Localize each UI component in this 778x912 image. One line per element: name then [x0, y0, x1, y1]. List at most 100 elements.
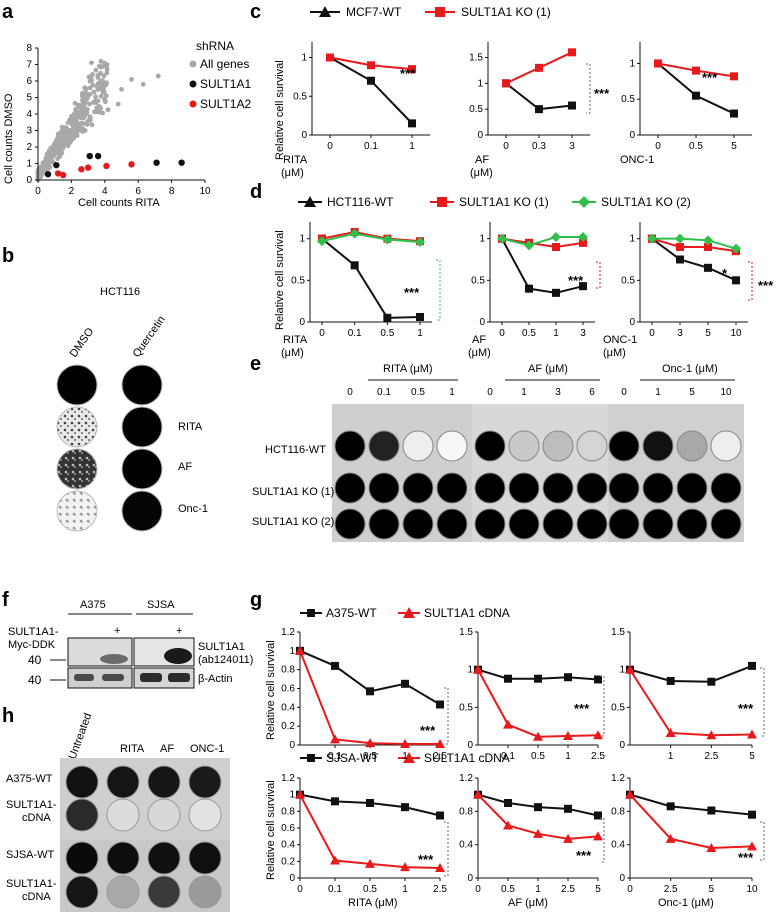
subplot-g1: 0 0.2 0.4 0.6 0.8 1 1.2 0.1 0.5 1 2.5 *** [281, 627, 449, 762]
g-x-label-rita: RITA (μM) [348, 897, 398, 909]
series-line-hct116-wt [501, 238, 584, 294]
panel-b-plates: HCT116 DMSO Quercetin RITA AF Onc-1 [56, 286, 208, 532]
all-genes-point [74, 111, 79, 117]
c-y-label: Relative cell survival [274, 60, 286, 160]
data-point [579, 282, 587, 291]
data-point [330, 734, 340, 744]
d-unit-af: (μM) [468, 347, 491, 359]
all-genes-point [86, 74, 92, 80]
data-point [665, 727, 676, 737]
x-tick-label: 1 [535, 884, 541, 895]
e-well [542, 508, 574, 540]
all-genes-point [81, 115, 86, 121]
data-point [552, 243, 560, 251]
all-genes-point [129, 76, 134, 82]
e-well [576, 430, 608, 462]
y-tick-label: 0 [467, 740, 473, 751]
b-well [56, 364, 98, 406]
x-tick-label: 0.5 [380, 328, 394, 339]
b-well [121, 448, 163, 490]
all-genes-point [91, 89, 97, 95]
e-well [542, 430, 574, 462]
data-point [535, 105, 543, 114]
h-well [65, 798, 99, 832]
all-genes-point [97, 80, 103, 86]
c-drug-onc1: ONC-1 [620, 154, 654, 166]
data-point [366, 687, 374, 696]
y-tick-label: 0.5 [621, 275, 635, 286]
y-tick-label: 1 [299, 234, 305, 245]
y-tick-label: 0 [467, 873, 473, 884]
h-col-onc1: ONC-1 [190, 743, 224, 755]
e-well [576, 508, 608, 540]
a-legend-title: shRNA [196, 39, 234, 53]
subplot-c1: 0 0.5 1 0 0.1 1 *** [293, 42, 430, 152]
f-construct-line1: SULT1A1- [8, 626, 59, 638]
h-well [106, 875, 140, 909]
panel-e-plates: RITA (μM) AF (μM) Onc-1 (μM) 0 0.1 0.5 1 0 1 3… [252, 363, 744, 542]
a-legend-marker-sult1a1 [189, 80, 197, 88]
data-point [365, 858, 375, 868]
all-genes-point [46, 165, 52, 171]
subplot-g2: 0 0.5 1 1.5 0.1 0.5 1 2.5 *** [459, 627, 605, 762]
data-point [497, 233, 507, 244]
x-tick-label: 1 [402, 884, 408, 895]
all-genes-point [96, 104, 102, 109]
data-point [367, 61, 375, 70]
h-well [147, 798, 181, 832]
c-unit-rita: (μM) [281, 167, 304, 179]
data-point [504, 674, 512, 683]
all-genes-point [57, 154, 63, 159]
e-well [368, 508, 400, 540]
data-point [435, 863, 445, 872]
all-genes-point [79, 120, 85, 126]
h-row-cdna-b: cDNA [22, 891, 51, 903]
all-genes-point [60, 128, 66, 134]
b-col-quercetin: Quercetin [131, 314, 168, 360]
x-tick-label: 0 [327, 141, 333, 152]
e-dose-label: 1 [521, 387, 527, 398]
series-line-hct116-wt [651, 237, 737, 282]
data-point [707, 677, 716, 686]
g-x-label-onc1: Onc-1 (μM) [658, 897, 714, 909]
significance-bracket [760, 667, 765, 737]
b-well [121, 490, 163, 532]
all-genes-point [115, 101, 121, 107]
data-point [703, 235, 713, 246]
significance-label: *** [568, 273, 584, 288]
y-tick-label: 0 [301, 130, 307, 141]
data-point [415, 237, 425, 247]
e-well [334, 508, 366, 540]
g-legend-cdna-top: SULT1A1 cDNA [424, 606, 510, 620]
all-genes-point [65, 143, 71, 149]
all-genes-point [60, 132, 66, 138]
e-row-ko2: SULT1A1 KO (2) [252, 516, 334, 528]
panel-c-legend: MCF7-WT SULT1A1 KO (1) [310, 5, 551, 19]
significance-bracket [444, 687, 449, 745]
series-line-sult1a1-ko-2- [321, 232, 421, 243]
subplot-g3: 0 0.5 1 1.5 1 2.5 5 *** [611, 627, 765, 762]
subplot-g4: 0 0.2 0.4 0.6 0.8 1 1.2 0 0.1 0.5 1 2.5 *** [281, 773, 449, 895]
e-dose-label: 10 [720, 387, 732, 398]
f-band-sult1a1: SULT1A1 [198, 641, 245, 653]
e-well [334, 430, 366, 462]
x-tick-label: 0.3 [532, 141, 546, 152]
x-tick-label: 3 [677, 328, 683, 339]
h-well [65, 765, 99, 799]
y-tick-label: 1.2 [611, 773, 625, 784]
all-genes-point [58, 144, 63, 149]
all-genes-point [84, 96, 90, 102]
h-well [188, 875, 222, 909]
panel-g-legend-top: A375-WT SULT1A1 cDNA [300, 606, 510, 620]
e-well [710, 472, 742, 504]
h-well [106, 798, 140, 832]
d-legend-marker-wt [304, 196, 316, 207]
y-tick-label: 1 [289, 646, 295, 657]
e-group-onc1: Onc-1 (μM) [662, 363, 718, 375]
e-dose-label: 0 [487, 387, 493, 398]
all-genes-point [96, 109, 102, 115]
a-x-tick-label: 2 [69, 186, 75, 197]
all-genes-point [74, 129, 80, 135]
data-point [416, 313, 424, 321]
e-dose-label: 0.1 [377, 387, 391, 398]
